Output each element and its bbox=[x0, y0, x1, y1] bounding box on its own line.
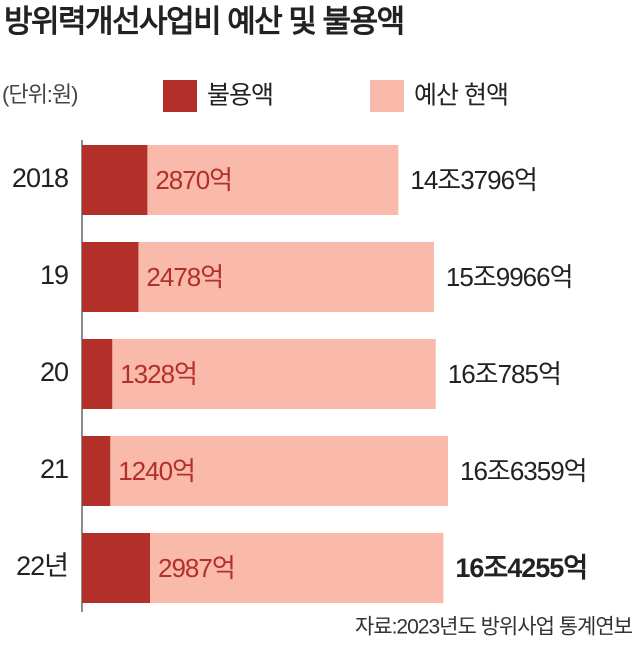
category-label: 19 bbox=[40, 260, 68, 290]
category-label: 2018 bbox=[12, 163, 68, 193]
bar-total bbox=[82, 242, 434, 312]
chart-title: 방위력개선사업비 예산 및 불용액 bbox=[4, 4, 404, 39]
legend-swatch bbox=[163, 80, 197, 112]
legend-label: 불용액 bbox=[207, 82, 273, 110]
unused-label: 2870억 bbox=[155, 165, 232, 195]
bar-unused bbox=[82, 533, 150, 603]
category-label: 20 bbox=[40, 357, 68, 387]
unused-label: 1240억 bbox=[118, 456, 195, 486]
total-label: 16조785억 bbox=[448, 359, 561, 389]
unit-label: (단위:원) bbox=[2, 82, 78, 107]
legend-swatch bbox=[370, 80, 404, 112]
bar-unused bbox=[82, 339, 113, 409]
bar-unused bbox=[82, 145, 148, 215]
legend-label: 예산 현액 bbox=[414, 82, 508, 110]
bar-total bbox=[82, 339, 436, 409]
bar-unused bbox=[82, 436, 111, 506]
total-label: 15조9966억 bbox=[446, 262, 573, 292]
unused-label: 2478억 bbox=[146, 262, 223, 292]
bar-unused bbox=[82, 242, 139, 312]
total-label: 16조6359억 bbox=[460, 456, 587, 486]
category-label: 22년 bbox=[16, 551, 68, 581]
unused-label: 2987억 bbox=[158, 553, 235, 583]
unused-label: 1328억 bbox=[120, 359, 197, 389]
total-label: 14조3796억 bbox=[410, 165, 537, 195]
category-label: 21 bbox=[40, 454, 68, 484]
bar-total bbox=[82, 436, 448, 506]
total-label: 16조4255억 bbox=[455, 553, 587, 583]
source: 자료:2023년도 방위사업 통계연보 bbox=[355, 616, 633, 639]
